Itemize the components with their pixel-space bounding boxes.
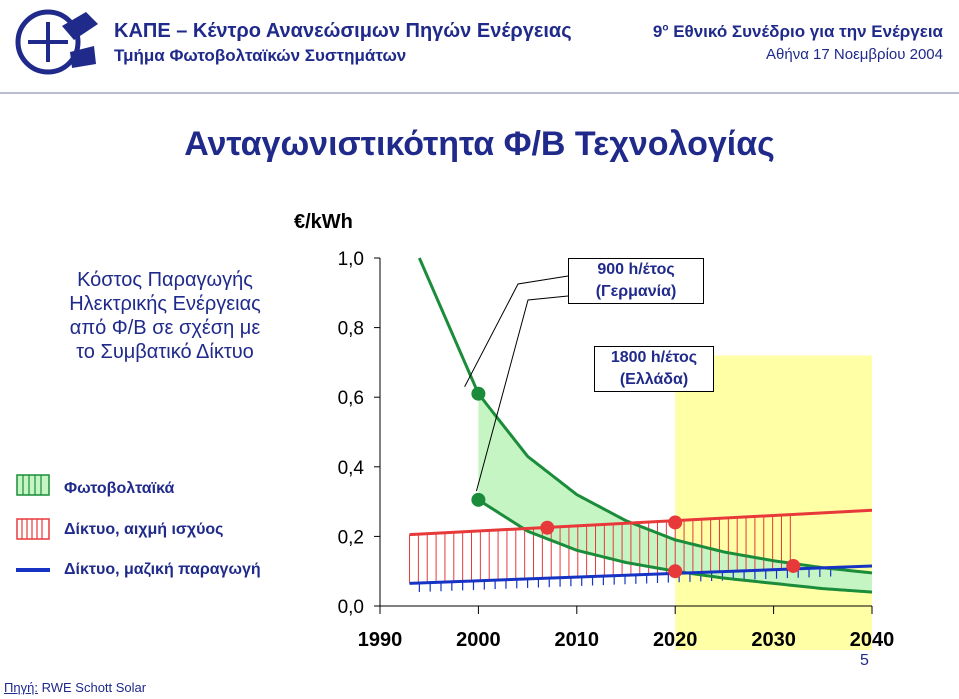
data-marker [471,492,486,507]
annotation-line: 900 h/έτος [597,261,675,278]
highlight-region [675,355,872,650]
annotation-line: (Ελλάδα) [619,371,689,388]
side-line: από Φ/Β σε σχέση με [69,317,261,339]
annotation-line: (Γερμανία) [595,283,677,300]
data-marker [471,386,486,401]
source-label: Πηγή: [4,680,38,695]
page-number: 5 [860,652,869,669]
x-tick-label: 2040 [850,629,895,651]
conference-title: 9ο Εθνικό Συνέδριο για την Ενέργεια [652,22,943,41]
green-hatched-box-icon [16,474,50,496]
y-tick-label: 0,4 [338,458,365,479]
side-line: Ηλεκτρικής Ενέργειας [69,293,261,315]
org-name: ΚΑΠΕ – Κέντρο Ανανεώσιμων Πηγών Ενέργεια… [114,20,572,42]
blue-line-icon [16,568,50,572]
y-tick-label: 0,6 [338,388,364,409]
x-tick-label: 2030 [751,629,796,651]
org-department: Τμήμα Φωτοβολταϊκών Συστημάτων [114,46,407,65]
data-marker [540,520,555,535]
bulk-grid-hatch [418,567,832,593]
side-description: Κόστος Παραγωγής Ηλεκτρικής Ενέργειας απ… [40,268,290,364]
annotation-leader-germany-2 [475,295,569,492]
legend-label-pv: Φωτοβολταϊκά [64,480,175,497]
data-marker [668,515,683,530]
side-line: το Συμβατικό Δίκτυο [76,341,254,363]
side-line: Κόστος Παραγωγής [77,269,253,291]
pv-range-fill [478,393,872,593]
legend-label-peak: Δίκτυο, αιχμή ισχύος [64,521,224,538]
data-marker [668,564,683,579]
annotation-line: 1800 h/έτος [610,349,698,366]
kape-logo-icon [15,9,98,75]
data-marker [786,558,801,573]
header-divider [0,92,959,94]
annotation-leader-germany [464,275,569,387]
slide-header: ΚΑΠΕ – Κέντρο Ανανεώσιμων Πηγών Ενέργεια… [0,0,959,84]
y-tick-label: 0,2 [338,527,364,548]
x-tick-label: 2010 [555,629,600,651]
y-tick-label: 0,0 [338,597,364,618]
x-tick-label: 1990 [358,629,403,651]
y-axis-label: €/kWh [294,211,353,233]
y-tick-label: 0,8 [338,319,364,340]
annotation-germany: 900 h/έτος (Γερμανία) [568,258,704,304]
conference-date: Αθήνα 17 Νοεμβρίου 2004 [766,46,943,63]
x-tick-label: 2000 [456,629,501,651]
x-tick-label: 2020 [653,629,698,651]
y-tick-label: 1,0 [338,249,364,270]
peak-grid-line [409,508,873,537]
annotation-greece: 1800 h/έτος (Ελλάδα) [594,346,714,392]
slide-title: Ανταγωνιστικότητα Φ/Β Τεχνολογίας [184,125,775,163]
source-text: RWE Schott Solar [37,680,147,695]
red-hatched-box-icon [16,518,50,540]
source-note: Πηγή: RWE Schott Solar [4,680,146,695]
legend-label-bulk: Δίκτυο, μαζική παραγωγή [64,561,261,578]
